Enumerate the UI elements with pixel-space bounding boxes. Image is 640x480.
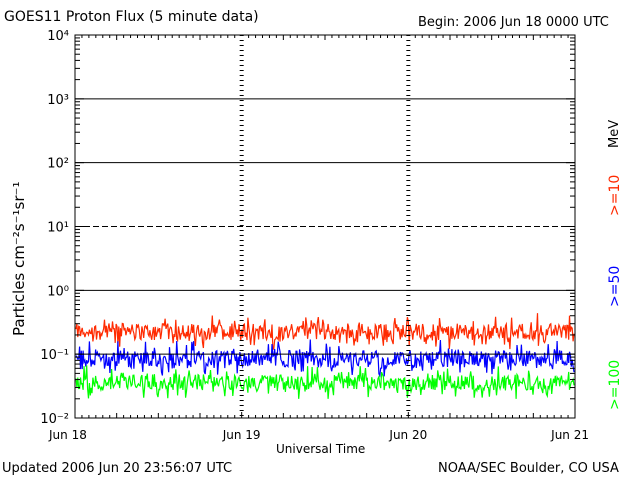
y-tick-label: 10⁻² — [40, 412, 69, 427]
y-tick-label: 10⁻¹ — [40, 348, 69, 363]
legend-ge50: >=50 — [607, 265, 623, 307]
unit-label-mev: MeV — [607, 119, 622, 148]
series-line-ge50 — [75, 339, 575, 378]
x-tick-label: Jun 21 — [550, 428, 589, 442]
y-tick-label: 10⁴ — [47, 29, 69, 44]
begin-label: Begin: 2006 Jun 18 0000 UTC — [418, 15, 609, 30]
credit-label: NOAA/SEC Boulder, CO USA — [438, 461, 619, 476]
updated-timestamp: Updated 2006 Jun 20 23:56:07 UTC — [2, 461, 233, 476]
series-line-ge10 — [75, 313, 575, 350]
y-tick-label: 10⁰ — [47, 284, 69, 299]
x-tick-label: Jun 19 — [222, 428, 261, 442]
x-axis-label: Universal Time — [276, 442, 366, 456]
y-tick-label: 10¹ — [47, 221, 69, 236]
chart-title: GOES11 Proton Flux (5 minute data) — [4, 9, 259, 25]
y-axis-label: Particles cm⁻²s⁻¹sr⁻¹ — [10, 181, 28, 336]
x-tick-label: Jun 18 — [48, 428, 87, 442]
legend-ge10: >=10 — [607, 174, 623, 216]
series-line-ge100 — [75, 365, 575, 399]
y-tick-label: 10² — [47, 157, 69, 172]
legend-ge100: >=100 — [607, 359, 623, 410]
x-tick-label: Jun 20 — [388, 428, 427, 442]
y-tick-label: 10³ — [47, 93, 69, 108]
